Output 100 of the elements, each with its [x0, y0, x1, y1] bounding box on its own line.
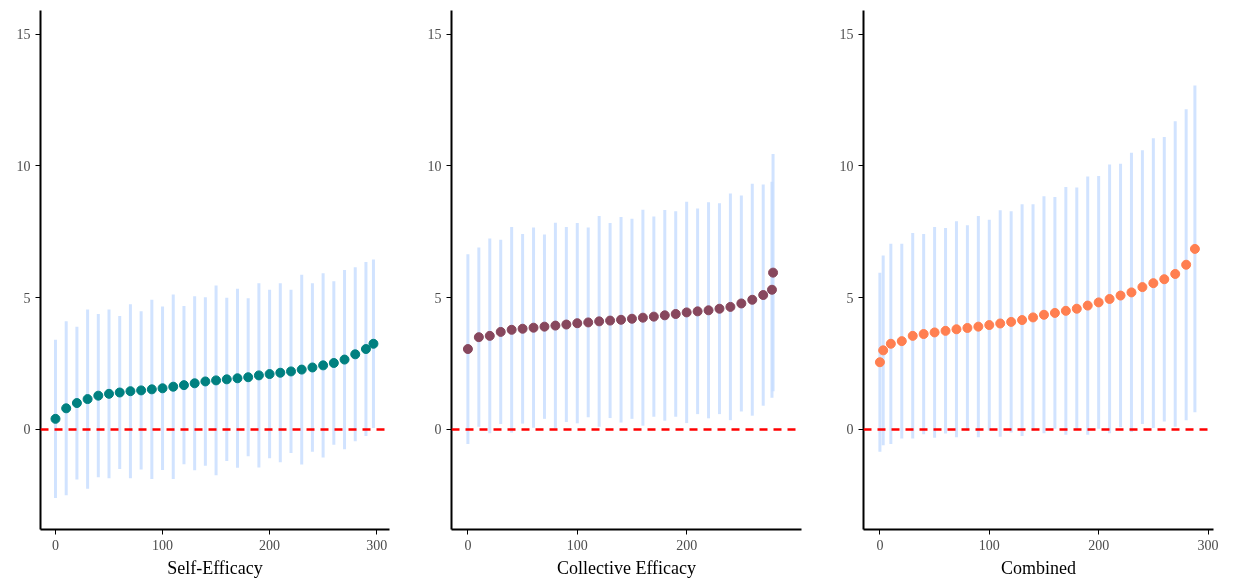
point: [539, 321, 550, 332]
point: [1189, 243, 1200, 254]
y-tick-label: 15: [839, 27, 854, 43]
point: [286, 366, 297, 377]
point: [561, 319, 572, 330]
point: [296, 364, 307, 375]
point: [1038, 309, 1049, 320]
point: [517, 323, 528, 334]
y-tick-label: 15: [427, 27, 442, 43]
x-tick-label: 300: [1197, 537, 1219, 553]
point: [1170, 268, 1181, 279]
y-tick-label: 0: [846, 422, 854, 438]
y-tick-label: 10: [427, 158, 442, 174]
point: [71, 398, 82, 409]
x-tick-label: 100: [978, 537, 1000, 553]
x-axis-title: Collective Efficacy: [556, 557, 697, 578]
x-tick-label: 300: [366, 537, 388, 553]
point: [995, 318, 1006, 329]
point: [973, 321, 984, 332]
x-tick-label: 100: [152, 537, 174, 553]
point: [495, 326, 506, 337]
point: [1115, 290, 1126, 301]
point: [768, 267, 779, 278]
point: [506, 324, 517, 335]
point: [766, 284, 777, 295]
point: [104, 388, 115, 399]
point: [626, 313, 637, 324]
point: [725, 301, 736, 312]
point: [125, 386, 136, 397]
point: [984, 320, 995, 331]
point: [1126, 287, 1137, 298]
x-tick-label: 200: [1088, 537, 1110, 553]
x-tick-label: 100: [566, 537, 588, 553]
point: [350, 349, 361, 360]
point: [339, 354, 350, 365]
point: [896, 336, 907, 347]
point: [328, 358, 339, 368]
point: [670, 309, 681, 319]
point: [962, 322, 973, 333]
point: [1028, 312, 1039, 323]
x-tick-label: 200: [259, 537, 281, 553]
point: [61, 403, 72, 414]
x-axis-title: Combined: [1001, 557, 1076, 578]
point: [907, 330, 918, 341]
point: [264, 369, 275, 380]
point: [275, 367, 286, 378]
point: [232, 373, 243, 384]
point: [550, 320, 561, 331]
y-tick-label: 5: [23, 290, 31, 306]
point: [243, 372, 254, 383]
point: [50, 413, 61, 424]
point: [1082, 300, 1093, 311]
point: [878, 345, 889, 356]
point: [681, 307, 692, 318]
point: [637, 312, 648, 323]
point: [736, 298, 747, 309]
point: [1093, 297, 1104, 308]
point: [528, 322, 539, 333]
point: [1137, 282, 1148, 293]
point: [951, 324, 962, 335]
point: [703, 305, 714, 316]
point: [1006, 316, 1017, 327]
point: [594, 316, 605, 327]
point: [648, 311, 659, 322]
point: [758, 290, 769, 301]
point: [318, 360, 329, 371]
point: [1181, 259, 1192, 270]
point: [874, 357, 885, 368]
point: [572, 318, 583, 329]
x-tick-label: 0: [464, 537, 472, 553]
point: [462, 344, 473, 355]
x-tick-label: 0: [876, 537, 884, 553]
y-tick-label: 5: [434, 290, 442, 306]
point: [307, 362, 318, 373]
point: [253, 370, 264, 381]
point: [918, 329, 929, 340]
point: [659, 310, 670, 321]
point: [221, 374, 232, 385]
point: [473, 332, 484, 343]
point: [1049, 307, 1060, 318]
point: [1060, 305, 1071, 316]
point: [1071, 303, 1082, 314]
point: [747, 294, 758, 305]
point: [484, 330, 495, 341]
point: [1148, 278, 1159, 289]
point: [146, 384, 157, 395]
point: [200, 376, 211, 387]
y-tick-label: 5: [846, 290, 854, 306]
point: [168, 381, 179, 392]
point: [605, 315, 616, 326]
point: [1104, 293, 1115, 304]
point: [157, 383, 168, 394]
x-tick-label: 200: [676, 537, 698, 553]
x-axis-title: Self-Efficacy: [167, 557, 263, 578]
point: [211, 375, 222, 386]
point: [692, 306, 703, 317]
point: [1017, 315, 1028, 326]
y-tick-label: 10: [16, 158, 31, 174]
point: [368, 338, 379, 349]
y-tick-label: 10: [839, 158, 854, 174]
